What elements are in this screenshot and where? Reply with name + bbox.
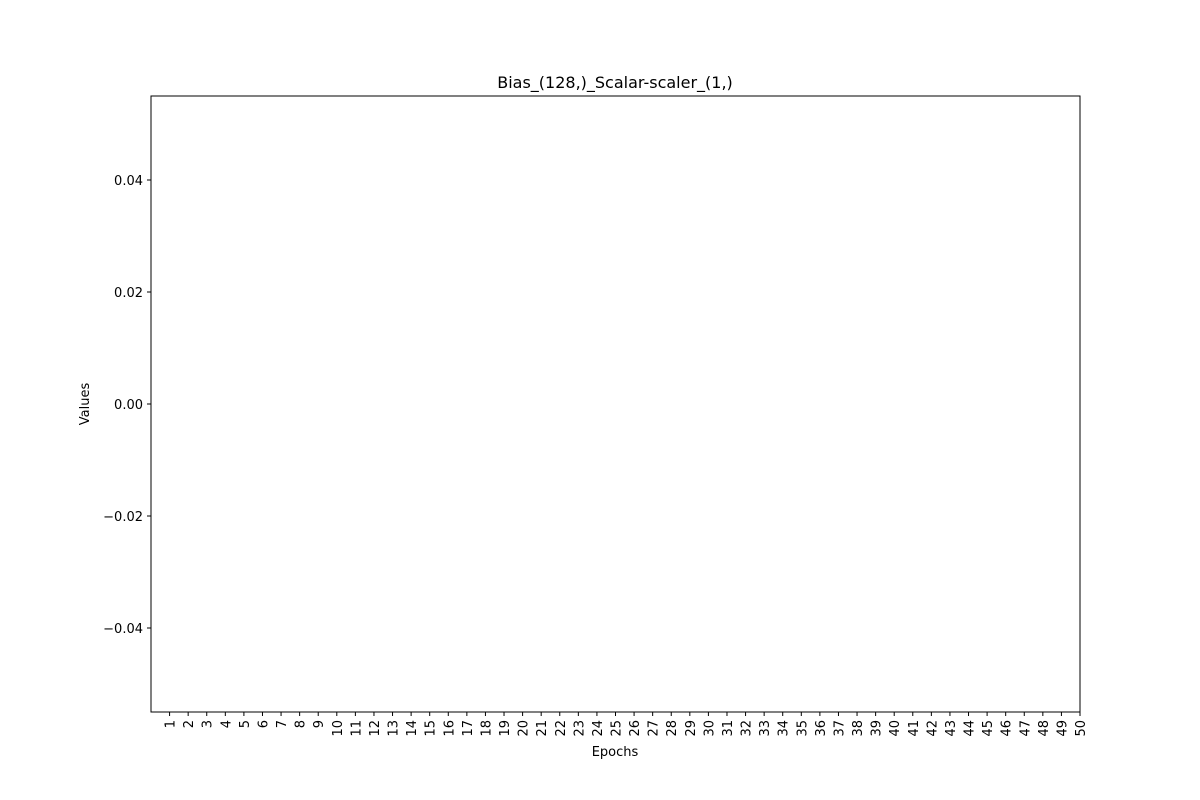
x-tick-label: 40 — [888, 720, 903, 737]
y-tick-label: 0.04 — [114, 174, 143, 189]
x-tick-label: 4 — [219, 720, 234, 728]
x-tick-label: 3 — [201, 720, 216, 728]
x-tick-label: 21 — [535, 720, 550, 737]
x-tick-label: 13 — [387, 720, 402, 737]
x-tick-label: 29 — [684, 720, 699, 737]
x-tick-label: 19 — [498, 720, 513, 737]
x-tick-label: 16 — [442, 720, 457, 737]
x-tick-label: 44 — [963, 720, 978, 737]
x-tick-label: 15 — [424, 720, 439, 737]
x-tick-label: 22 — [554, 720, 569, 737]
chart-title: Bias_(128,)_Scalar-scaler_(1,) — [497, 73, 733, 93]
x-tick-label: 14 — [405, 720, 420, 737]
x-tick-label: 1 — [164, 720, 179, 728]
x-tick-label: 33 — [758, 720, 773, 737]
x-tick-label: 26 — [628, 720, 643, 737]
x-tick-label: 25 — [610, 720, 625, 737]
y-axis-label: Values — [78, 383, 93, 426]
x-tick-label: 5 — [238, 720, 253, 728]
x-tick-label: 2 — [182, 720, 197, 728]
y-tick-label: 0.02 — [114, 286, 143, 301]
x-tick-label: 47 — [1018, 720, 1033, 737]
x-tick-label: 30 — [702, 720, 717, 737]
y-tick-label: 0.00 — [114, 398, 143, 413]
x-tick-label: 17 — [461, 720, 476, 737]
x-tick-label: 38 — [851, 720, 866, 737]
x-tick-label: 45 — [981, 720, 996, 737]
x-tick-label: 41 — [907, 720, 922, 737]
x-tick-label: 31 — [721, 720, 736, 737]
x-tick-label: 34 — [777, 720, 792, 737]
x-tick-label: 28 — [665, 720, 680, 737]
x-tick-label: 9 — [312, 720, 327, 728]
y-tick-label: −0.04 — [103, 622, 143, 637]
x-tick-label: 12 — [368, 720, 383, 737]
x-tick-label: 48 — [1037, 720, 1052, 737]
x-tick-label: 24 — [591, 720, 606, 737]
x-tick-label: 35 — [795, 720, 810, 737]
x-tick-label: 36 — [814, 720, 829, 737]
x-tick-label: 7 — [275, 720, 290, 728]
x-tick-label: 43 — [944, 720, 959, 737]
y-tick-label: −0.02 — [103, 510, 143, 525]
x-tick-label: 37 — [832, 720, 847, 737]
x-tick-label: 27 — [647, 720, 662, 737]
x-tick-label: 18 — [479, 720, 494, 737]
x-tick-label: 32 — [740, 720, 755, 737]
x-tick-label: 49 — [1055, 720, 1070, 737]
x-tick-label: 23 — [572, 720, 587, 737]
x-tick-label: 50 — [1074, 720, 1089, 737]
x-tick-label: 6 — [256, 720, 271, 728]
x-tick-label: 42 — [925, 720, 940, 737]
x-tick-label: 46 — [1000, 720, 1015, 737]
x-tick-label: 20 — [517, 720, 532, 737]
x-axis-label: Epochs — [592, 745, 639, 760]
x-tick-label: 39 — [870, 720, 885, 737]
x-tick-label: 8 — [294, 720, 309, 728]
x-tick-label: 11 — [349, 720, 364, 737]
x-tick-label: 10 — [331, 720, 346, 737]
